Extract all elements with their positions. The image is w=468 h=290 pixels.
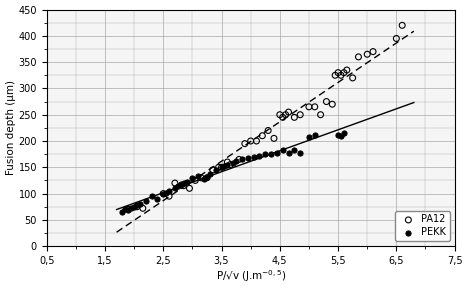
PEKK [267, 152, 275, 157]
PA12 [331, 73, 339, 78]
PA12 [160, 191, 167, 196]
PEKK [203, 174, 211, 179]
PEKK [148, 194, 155, 199]
PEKK [142, 199, 149, 204]
PEKK [206, 171, 213, 176]
PA12 [337, 73, 345, 78]
PA12 [349, 76, 357, 80]
PA12 [355, 55, 362, 59]
PEKK [279, 148, 286, 153]
PEKK [238, 157, 246, 162]
PEKK [195, 174, 202, 179]
PA12 [203, 175, 211, 180]
PEKK [189, 175, 196, 180]
PA12 [235, 157, 243, 162]
PEKK [136, 202, 144, 206]
PA12 [191, 178, 199, 183]
PEKK [177, 182, 184, 186]
PA12 [186, 186, 193, 191]
X-axis label: P/√v (J.m$^{-0,5}$): P/√v (J.m$^{-0,5}$) [216, 269, 286, 284]
PA12 [398, 23, 406, 28]
PEKK [124, 208, 132, 213]
PA12 [393, 36, 400, 41]
PEKK [133, 203, 141, 207]
PA12 [334, 70, 342, 75]
PEKK [256, 153, 263, 158]
PA12 [165, 194, 173, 199]
PA12 [215, 165, 222, 170]
PA12 [241, 141, 249, 146]
PA12 [258, 133, 266, 138]
PA12 [139, 206, 146, 211]
PEKK [334, 132, 342, 137]
PEKK [122, 207, 129, 212]
PEKK [262, 152, 269, 157]
Legend: PA12, PEKK: PA12, PEKK [395, 211, 450, 241]
PEKK [244, 155, 251, 160]
PA12 [364, 52, 371, 57]
PA12 [343, 68, 351, 72]
PA12 [296, 113, 304, 117]
PEKK [119, 210, 126, 214]
PA12 [329, 102, 336, 106]
PEKK [250, 155, 257, 159]
PEKK [212, 168, 219, 172]
PA12 [197, 175, 205, 180]
PEKK [229, 161, 237, 165]
PA12 [247, 139, 255, 143]
PA12 [180, 183, 187, 188]
PA12 [209, 168, 217, 172]
PEKK [218, 165, 225, 170]
PA12 [311, 104, 319, 109]
PEKK [340, 131, 348, 135]
PA12 [340, 70, 348, 75]
PEKK [232, 159, 240, 163]
PEKK [162, 190, 170, 195]
PA12 [291, 115, 298, 120]
PEKK [305, 135, 313, 139]
PA12 [224, 160, 231, 164]
PEKK [171, 186, 179, 191]
PEKK [180, 181, 187, 185]
PA12 [253, 139, 260, 143]
PA12 [317, 113, 324, 117]
PEKK [311, 132, 319, 137]
PA12 [285, 110, 292, 114]
PEKK [296, 150, 304, 155]
PEKK [183, 180, 190, 184]
PA12 [171, 181, 179, 185]
Y-axis label: Fusion depth (µm): Fusion depth (µm) [6, 80, 15, 175]
PEKK [224, 162, 231, 167]
PA12 [282, 113, 289, 117]
PEKK [127, 206, 135, 211]
PA12 [276, 113, 284, 117]
PA12 [270, 136, 278, 141]
PEKK [337, 133, 345, 138]
PA12 [305, 104, 313, 109]
PA12 [369, 49, 377, 54]
PEKK [160, 191, 167, 196]
PA12 [322, 99, 330, 104]
PEKK [165, 188, 173, 193]
PA12 [133, 204, 141, 209]
PA12 [264, 128, 272, 133]
PEKK [131, 204, 138, 209]
PA12 [279, 115, 286, 120]
PEKK [285, 150, 292, 155]
PA12 [124, 207, 132, 212]
PA12 [227, 162, 234, 167]
PEKK [154, 197, 161, 201]
PA12 [218, 165, 225, 170]
PEKK [291, 148, 298, 153]
PEKK [200, 177, 208, 181]
PEKK [174, 183, 182, 188]
PEKK [273, 150, 281, 155]
PEKK [221, 164, 228, 168]
